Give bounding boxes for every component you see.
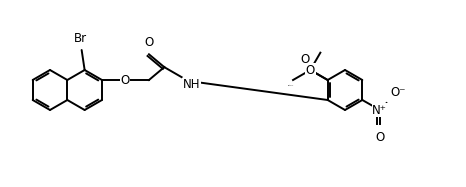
Text: NH: NH [183,78,200,91]
Text: N⁺: N⁺ [372,103,387,117]
Text: O: O [306,64,315,76]
Text: O⁻: O⁻ [391,86,406,99]
Text: methoxy: methoxy [288,85,294,86]
Text: O: O [144,36,154,49]
Text: Br: Br [74,32,87,45]
Text: O: O [120,73,130,87]
Text: O: O [300,53,309,66]
Text: O: O [375,131,384,144]
